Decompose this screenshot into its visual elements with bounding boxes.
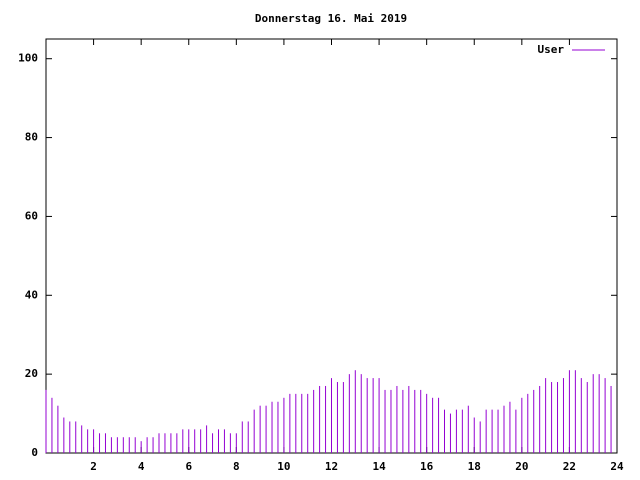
x-tick-label: 10: [277, 460, 290, 473]
x-tick-label: 8: [233, 460, 240, 473]
x-tick-label: 16: [420, 460, 434, 473]
x-tick-label: 24: [610, 460, 624, 473]
x-tick-label: 6: [185, 460, 192, 473]
x-tick-label: 2: [90, 460, 97, 473]
x-tick-label: 4: [138, 460, 145, 473]
x-tick-label: 20: [515, 460, 528, 473]
x-tick-label: 18: [468, 460, 481, 473]
chart-title: Donnerstag 16. Mai 2019: [255, 12, 407, 25]
y-tick-label: 80: [25, 131, 38, 144]
legend-label: User: [538, 43, 565, 56]
x-tick-label: 22: [563, 460, 576, 473]
x-tick-label: 12: [325, 460, 338, 473]
y-tick-label: 60: [25, 209, 38, 222]
y-tick-label: 20: [25, 367, 38, 380]
y-tick-label: 100: [18, 52, 38, 65]
y-tick-label: 0: [31, 446, 38, 459]
x-tick-label: 14: [372, 460, 386, 473]
y-tick-label: 40: [25, 288, 38, 301]
